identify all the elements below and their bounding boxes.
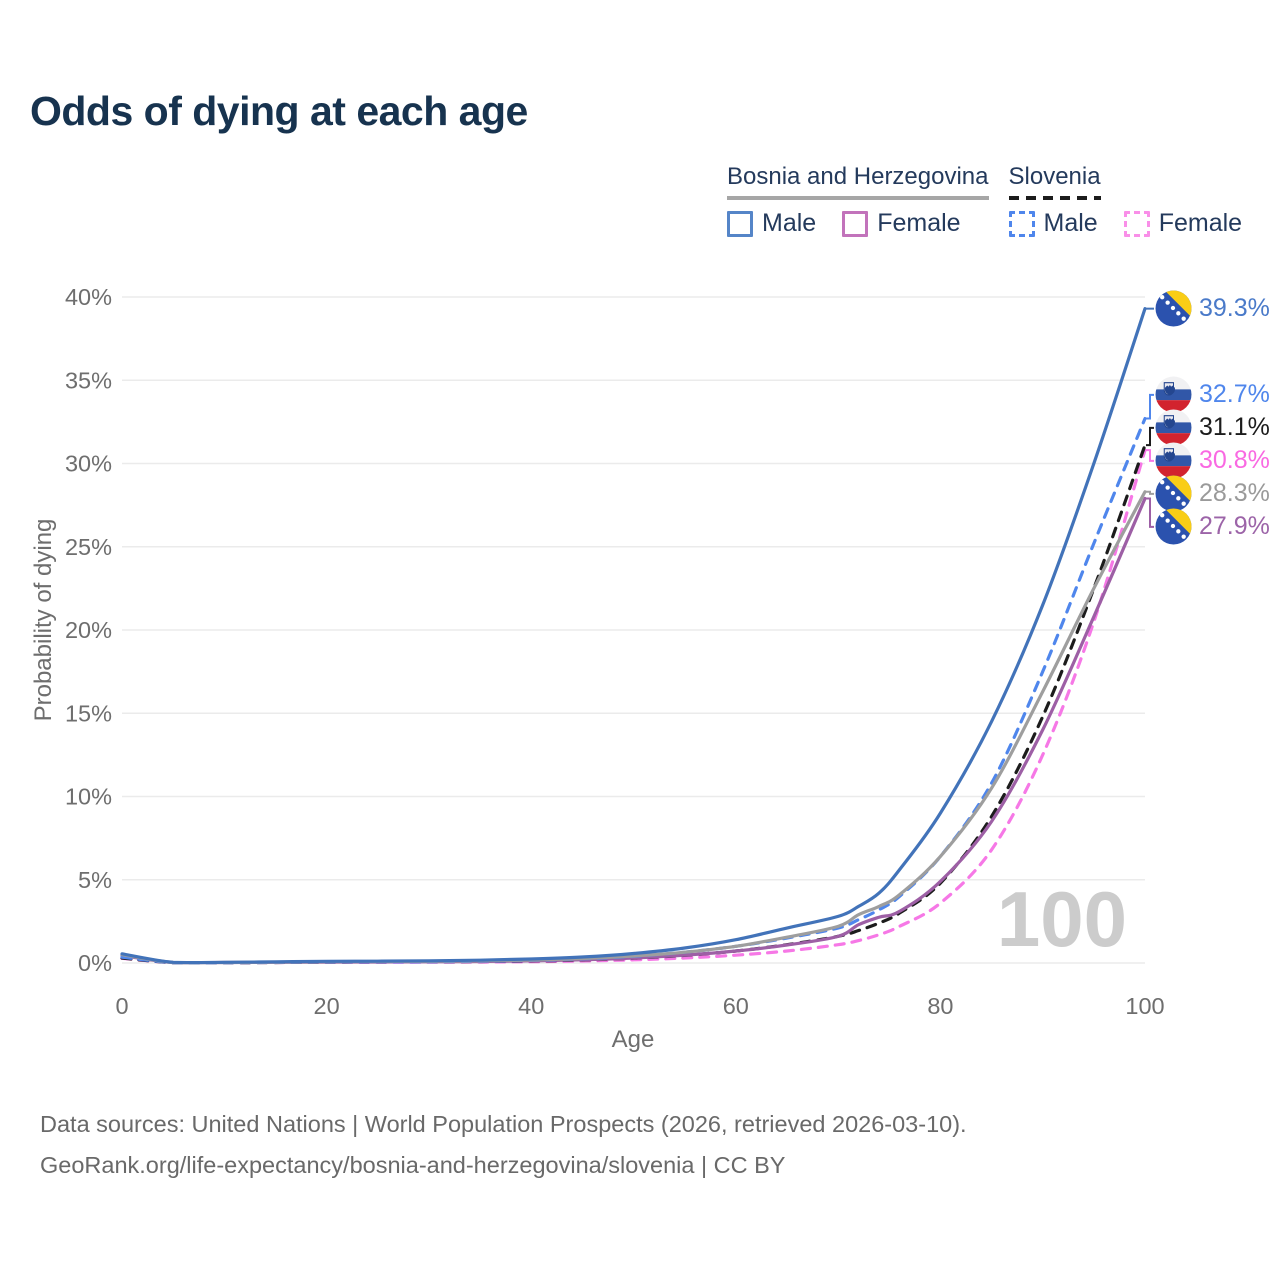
legend-item-label: Male [1043, 209, 1098, 237]
legend-item-slovenia-female[interactable]: Female [1123, 209, 1243, 238]
series-line-slovenia-female[interactable] [120, 448, 1147, 965]
slovenia-flag-icon [1155, 409, 1192, 446]
x-tick-label: 0 [115, 993, 128, 1019]
x-tick-label: 60 [723, 993, 749, 1019]
end-label-value: 31.1% [1199, 413, 1270, 442]
y-tick-label: 25% [65, 534, 112, 560]
series-line-bosnia-female[interactable] [120, 496, 1147, 965]
y-tick-label: 10% [65, 784, 112, 810]
end-label-value: 30.8% [1199, 446, 1270, 475]
end-label-bosnia-female: 27.9% [1155, 508, 1270, 545]
legend-country-bosnia: Bosnia and Herzegovina [727, 163, 989, 200]
x-tick-label: 40 [518, 993, 544, 1019]
footer: Data sources: United Nations | World Pop… [40, 1104, 967, 1186]
bosnia-flag-icon [1155, 475, 1192, 512]
legend-country-slovenia: Slovenia [1008, 163, 1101, 200]
y-tick-label: 35% [65, 367, 112, 393]
y-tick-label: 30% [65, 451, 112, 477]
x-tick-label: 100 [1125, 993, 1164, 1019]
bosnia-male-swatch-icon [727, 210, 753, 237]
bosnia-flag-icon [1155, 290, 1192, 327]
end-label-connector [1146, 393, 1154, 420]
slovenia-flag-icon [1155, 376, 1192, 413]
y-tick-label: 40% [65, 284, 112, 310]
data-source-line2: GeoRank.org/life-expectancy/bosnia-and-h… [40, 1152, 786, 1179]
end-label-bosnia-total: 28.3% [1155, 475, 1270, 512]
x-axis-title: Age [611, 1026, 655, 1053]
legend-item-bosnia-male[interactable]: Male [727, 209, 816, 238]
page-title: Odds of dying at each age [30, 88, 528, 134]
series-line-slovenia-total[interactable] [120, 443, 1147, 965]
slovenia-flag-icon [1155, 442, 1192, 479]
y-tick-label: 5% [78, 867, 112, 893]
legend-group-slovenia: Slovenia Male Female [1008, 163, 1243, 238]
end-label-value: 39.3% [1199, 294, 1270, 323]
end-label-value: 28.3% [1199, 479, 1270, 508]
data-source-line1: Data sources: United Nations | World Pop… [40, 1111, 967, 1137]
end-label-connector [1146, 497, 1154, 528]
end-label-connector [1146, 449, 1154, 462]
end-label-slovenia-female: 30.8% [1155, 442, 1270, 479]
legend-item-label: Male [762, 209, 817, 237]
end-label-slovenia-total: 31.1% [1155, 409, 1270, 446]
end-label-slovenia-male: 32.7% [1155, 376, 1270, 413]
y-axis-title: Probability of dying [30, 518, 57, 722]
bosnia-flag-icon [1155, 508, 1192, 545]
legend: Bosnia and Herzegovina Male Female Slove… [727, 163, 1242, 238]
end-label-bosnia-male: 39.3% [1155, 290, 1270, 327]
end-label-value: 32.7% [1199, 380, 1270, 409]
series-line-slovenia-male[interactable] [120, 416, 1147, 965]
legend-group-bosnia: Bosnia and Herzegovina Male Female [727, 163, 989, 238]
x-tick-label: 80 [927, 993, 953, 1019]
bosnia-female-swatch-icon [842, 210, 869, 237]
end-label-connector [1146, 426, 1154, 447]
legend-item-label: Female [877, 209, 961, 237]
slovenia-male-swatch-icon [1008, 210, 1035, 237]
series-line-bosnia-total[interactable] [120, 490, 1147, 965]
age-counter-watermark: 100 [997, 875, 1127, 963]
end-label-value: 27.9% [1199, 512, 1270, 541]
end-label-connector [1146, 490, 1154, 495]
y-tick-label: 0% [78, 950, 112, 976]
y-tick-label: 20% [65, 617, 112, 643]
legend-item-slovenia-male[interactable]: Male [1008, 209, 1098, 238]
legend-item-bosnia-female[interactable]: Female [842, 209, 961, 238]
series-line-bosnia-male[interactable] [120, 307, 1147, 965]
y-tick-label: 15% [65, 700, 112, 726]
slovenia-female-swatch-icon [1123, 210, 1150, 237]
legend-item-label: Female [1158, 209, 1243, 237]
x-tick-label: 20 [314, 993, 340, 1019]
